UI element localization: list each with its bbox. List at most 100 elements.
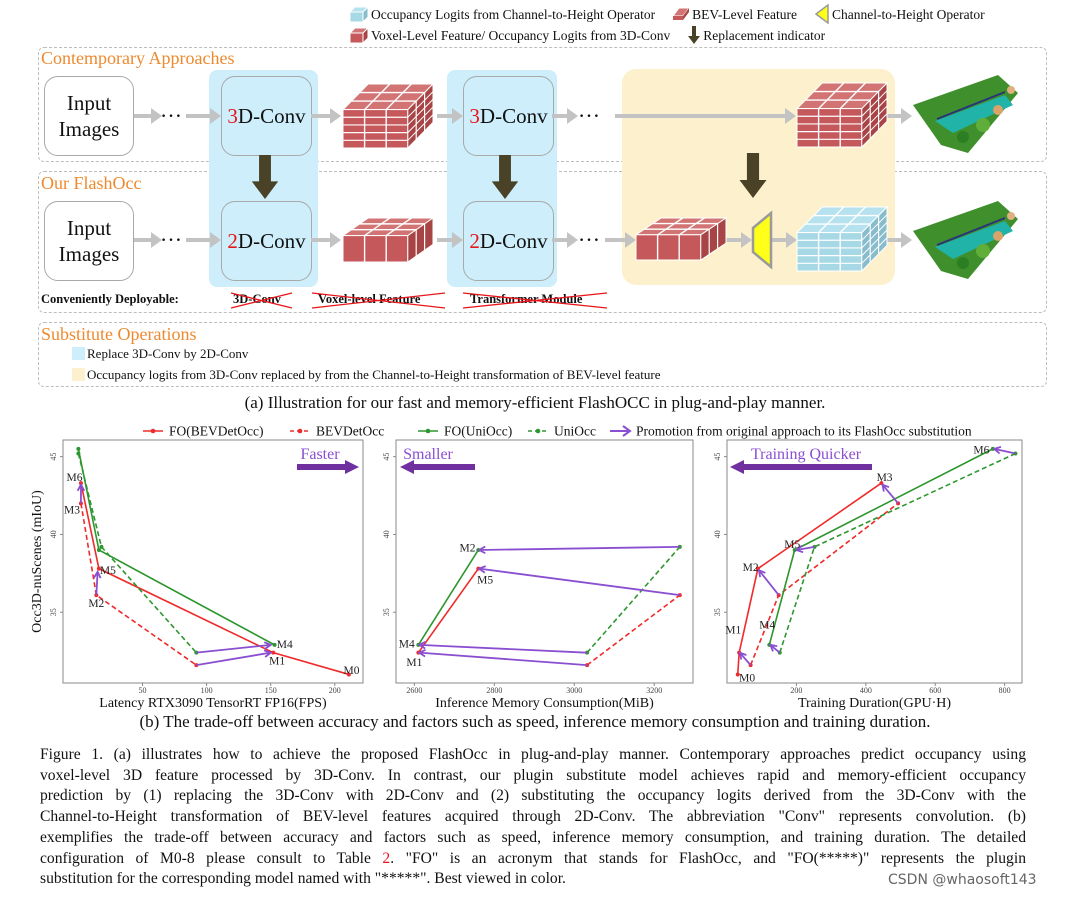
x-tick-label: 400 [860,686,872,695]
flow-arrow [605,232,636,248]
series-line-bevdetocc [586,594,681,666]
occupancy-prediction-image [913,201,1018,279]
substitute-item-2: Occupancy logits from 3D-Conv replaced b… [87,367,661,382]
legend-label: UniOcc [554,424,596,439]
model-label: M1 [725,624,741,636]
flow-arrow [615,108,796,124]
y-axis-label: Occ3D-nuScenes (mIoU) [30,490,45,633]
x-tick-label: 600 [929,686,941,695]
promotion-arrow-icon [622,425,632,437]
model-label: M4 [399,638,415,650]
ellipsis: … [578,221,602,246]
caption-line: exemplifies the trade-off between accura… [40,828,1026,846]
series-line-uniocc [586,546,681,654]
series-line-fobevdetocc [80,482,350,676]
y-tick-label: 40 [382,530,391,538]
chart-1: 50 100 150 200 35 40 45 Latency RTX3090 TensorR… [30,439,364,711]
plot-frame [726,439,1023,684]
ellipsis: … [160,97,184,122]
flow-arrow [437,232,463,248]
annotation-text: Smaller [403,446,453,463]
legend-marker [297,428,303,434]
x-tick-label: 2800 [486,686,502,695]
model-label: M3 [877,472,893,484]
model-label: M4 [759,620,775,632]
plot-frame [395,439,694,684]
flow-arrow [134,232,162,248]
conv-dim-highlight: 2 [469,229,480,253]
flow-arrow [552,108,578,124]
promotion-arrowhead [263,649,273,658]
legend-label: Replacement indicator [703,27,826,43]
promotion-arrowhead [417,641,426,650]
flow-arrow [437,108,463,124]
chart-2: 2600 2800 3000 3200 35 40 45 Inference Memory C… [382,439,694,711]
occupancy-logits-3dconv-block [795,81,889,149]
strike-cross-icon [311,292,446,309]
model-label: M5 [784,539,800,551]
promotion-arrow [479,567,680,596]
x-tick-label: 50 [138,686,146,695]
flashocc-title: Our FlashOcc [41,173,142,193]
legend-c2h-operator: Channel-to-Height Operator [815,4,985,24]
x-axis-label: Training Duration(GPU·H) [798,696,951,711]
legend-label: FO(BEVDetOcc) [169,424,263,439]
series-line-bevdetocc [80,503,197,666]
data-point [96,547,101,552]
annotation-text: Training Quicker [751,446,862,463]
substitute-item-1: Replace 3D-Conv by 2D-Conv [87,346,249,361]
data-point [96,566,101,571]
substitute-operations-title: Substitute Operations [41,324,197,344]
occupancy-logits-c2h-block [795,205,889,273]
x-axis-label: Latency RTX3090 TensorRT FP16(FPS) [99,696,327,711]
diagram-legend-row-1: Occupancy Logits from Channel-to-Height … [350,4,1003,24]
model-label: M3 [64,505,80,517]
bev-feature-block [634,217,728,261]
input-images-label: Input Images [58,216,120,266]
x-tick-label: 3200 [646,686,662,695]
down-arrow-icon [688,26,701,44]
y-tick-label: 40 [713,530,722,538]
promotion-arrowhead [76,482,86,492]
data-point [990,446,995,451]
ellipsis: … [578,97,602,122]
flow-arrow [311,232,341,248]
x-tick-label: 3000 [566,686,582,695]
caption-line: substitution for the corresponding model… [40,870,566,888]
promotion-arrow [994,447,1016,455]
conv-dim-highlight: 2 [227,229,238,253]
model-label: M0 [739,673,755,685]
table-ref-link[interactable]: 2 [382,849,391,867]
replacement-arrow-icon [739,153,767,198]
series-line-bevdetocc [749,502,899,666]
legend-voxel-feature: Voxel-Level Feature/ Occupancy Logits fr… [350,27,670,44]
model-label: M6 [67,472,83,484]
conv-label: D-Conv [479,229,548,253]
promotion-arrow [739,652,752,666]
promotion-arrowhead [738,651,747,660]
model-label: M5 [100,565,116,577]
model-label: M1 [269,655,285,667]
conv-dim-highlight: 3 [227,104,238,128]
legend-marker [150,428,156,434]
legend-label: BEV-Level Feature [692,6,798,22]
arrow-left-icon [400,460,475,474]
promotion-arrow [196,643,271,654]
replacement-arrow-icon [491,155,519,199]
promotion-arrow [881,484,899,504]
yellow-trapezoid-icon [815,4,829,24]
arrow-right-icon [297,460,359,474]
data-point [346,672,351,677]
y-tick-label: 35 [382,608,391,616]
strike-cross-icon [230,292,293,309]
chart-legend-item: FO(BEVDetOcc) [143,424,263,439]
legend-label: FO(UniOcc) [444,424,512,439]
channel-to-height-operator-icon [751,210,773,270]
y-tick-label: 45 [382,453,391,461]
flow-arrow [772,232,797,248]
series-line-fobevdetocc [736,482,882,675]
bev-feature-block [341,217,435,263]
legend-occupancy-logits-c2h: Occupancy Logits from Channel-to-Height … [350,6,655,23]
series-line-fobevdetocc [417,568,479,654]
